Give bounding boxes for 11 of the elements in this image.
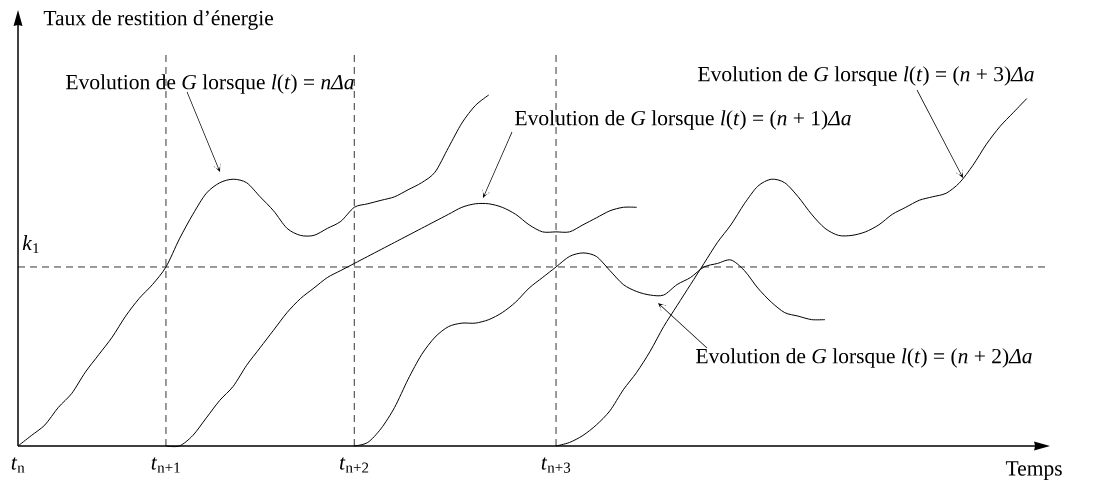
y-axis-title: Taux de restition d’énergie [43, 10, 274, 30]
x-axis-title: Temps [1005, 461, 1062, 481]
text: Evolution de G lorsque l(t) = (n + 3)Δa [698, 66, 1034, 86]
x-tick-label: t$_{n+1}$ [151, 457, 180, 473]
x-tick-label: t$_{n}$ [11, 457, 25, 473]
text: Evolution de G lorsque l(t) = (n + 2)Δa [696, 348, 1032, 368]
text: Evolution de G lorsque l(t) = nΔa [66, 74, 354, 94]
ref-line-label: k$_{1}$ [22, 235, 39, 254]
x-tick-label: t$_{n+3}$ [541, 457, 571, 473]
text: Evolution de G lorsque l(t) = (n + 1)Δa [515, 110, 851, 130]
x-tick-label: t$_{n+2}$ [339, 457, 369, 473]
